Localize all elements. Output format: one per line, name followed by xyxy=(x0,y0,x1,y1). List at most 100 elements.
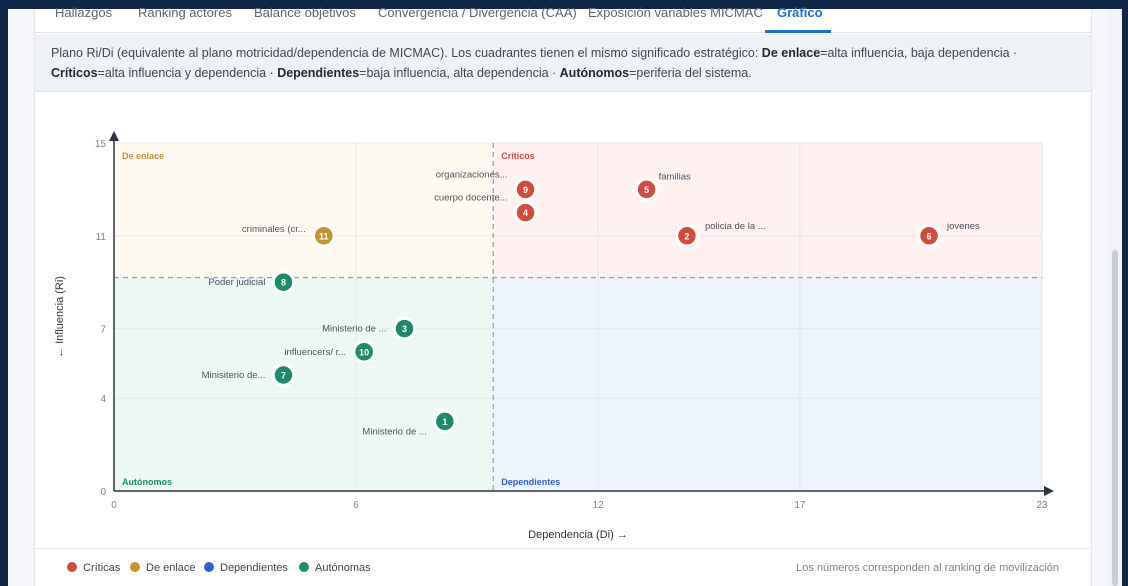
right-gutter xyxy=(1122,9,1128,586)
point-4: 4 cuerpo docente... xyxy=(434,193,538,225)
point-rank-6: 6 xyxy=(927,231,932,241)
legend-item-enlace: De enlace xyxy=(130,562,196,574)
note-term-dependientes: Dependientes xyxy=(277,66,360,80)
point-3: 3 Ministerio de ... xyxy=(322,316,417,341)
x-axis-title: Dependencia (Di) → xyxy=(528,529,628,541)
legend-dot-dependientes xyxy=(204,562,214,572)
note-term-criticos: Críticos xyxy=(51,66,98,80)
legend-label-dependientes: Dependientes xyxy=(220,562,288,574)
x-tick-label-0: 0 xyxy=(111,500,117,511)
legend-item-criticas: Críticas xyxy=(67,562,120,574)
left-gutter xyxy=(0,0,8,586)
note-term-autonomos: Autónomos xyxy=(559,66,630,80)
point-rank-5: 5 xyxy=(644,185,649,195)
point-label-7: Minisiterio de... xyxy=(202,370,266,381)
point-rank-2: 2 xyxy=(684,231,689,241)
legend-label-autonomas: Autónomas xyxy=(315,562,371,574)
x-tick-label-1: 6 xyxy=(353,500,359,511)
quadrant-label-autonomo: Autónomos xyxy=(122,477,172,487)
point-rank-9: 9 xyxy=(523,185,528,195)
tab-balance-objetivos[interactable]: Balance objetivos xyxy=(254,5,356,20)
point-rank-7: 7 xyxy=(281,371,286,381)
tab-ranking-actores[interactable]: Ranking actores xyxy=(138,5,232,20)
point-label-11: criminales (cr... xyxy=(242,224,306,235)
x-tick-label-4: 23 xyxy=(1036,500,1048,511)
tab-exposicion-micmac[interactable]: Exposición variables MICMAC xyxy=(588,5,763,20)
point-rank-10: 10 xyxy=(359,347,369,357)
quadrant-autonomos xyxy=(114,277,494,491)
point-dot-6 xyxy=(918,225,940,247)
point-1: 1 Ministerio de ... xyxy=(362,409,457,437)
note-desc-enlace: =alta influencia, baja dependencia · xyxy=(820,46,1018,60)
quadrant-label-critico: Críticos xyxy=(501,151,535,161)
top-bar xyxy=(0,0,1128,9)
legend-dot-criticas xyxy=(67,562,77,572)
x-tick-label-3: 17 xyxy=(794,500,806,511)
point-5: 5 familias xyxy=(634,171,691,202)
point-6: 6 jovenes xyxy=(917,221,980,248)
point-label-10: influencers/ r... xyxy=(284,347,346,358)
point-dot-4 xyxy=(515,202,536,223)
point-label-6: jovenes xyxy=(946,221,980,232)
quadrant-dependientes xyxy=(493,277,1043,491)
note-intro: Plano Ri/Di (equivalente al plano motric… xyxy=(51,46,762,60)
content-card: Hallazgos Ranking actores Balance objeti… xyxy=(34,5,1092,586)
point-7: 7 Minisiterio de... xyxy=(202,363,296,387)
x-axis-arrow xyxy=(1044,486,1054,496)
point-dot-10 xyxy=(353,341,375,363)
point-9: 9 organizaciones... xyxy=(436,169,538,202)
point-rank-8: 8 xyxy=(281,278,286,288)
point-dot-7 xyxy=(273,364,294,386)
scrollbar-thumb[interactable] xyxy=(1112,250,1118,586)
chart-legend: Críticas De enlace Dependientes Autónoma… xyxy=(35,548,1091,586)
quadrant-explanation: Plano Ri/Di (equivalente al plano motric… xyxy=(35,34,1091,92)
y-tick-label-4: 15 xyxy=(95,139,107,150)
note-desc-autonomos: =periferia del sistema. xyxy=(629,66,752,80)
point-label-5: familias xyxy=(659,171,691,182)
legend-dot-autonomas xyxy=(299,562,309,572)
point-dot-9 xyxy=(515,179,536,200)
legend-label-enlace: De enlace xyxy=(146,562,196,574)
tab-convergencia[interactable]: Convergencia / Divergencia (CAA) xyxy=(378,5,577,20)
point-8: 8 Poder judicial xyxy=(208,270,296,295)
point-2: 2 policia de la ... xyxy=(674,221,766,248)
page: Hallazgos Ranking actores Balance objeti… xyxy=(8,5,1108,586)
note-desc-dependientes: =baja influencia, alta dependencia · xyxy=(359,66,560,80)
tab-bar: Hallazgos Ranking actores Balance objeti… xyxy=(35,5,1091,33)
y-tick-label-0: 0 xyxy=(100,487,106,498)
point-11: 11 criminales (cr... xyxy=(242,223,336,248)
tab-hallazgos[interactable]: Hallazgos xyxy=(55,5,113,20)
point-10: 10 influencers/ r... xyxy=(284,339,377,364)
y-tick-label-2: 7 xyxy=(100,325,106,336)
point-dot-11 xyxy=(313,225,335,247)
point-dot-8 xyxy=(273,271,294,293)
point-dot-1 xyxy=(434,411,456,432)
point-dot-2 xyxy=(676,225,698,247)
legend-item-dependientes: Dependientes xyxy=(204,562,288,574)
point-label-1: Ministerio de ... xyxy=(362,426,426,437)
quadrant-label-enlace: De enlace xyxy=(122,151,164,161)
tab-grafico[interactable]: Gráfico xyxy=(777,5,823,20)
legend-note: Los números corresponden al ranking de m… xyxy=(796,562,1059,574)
point-rank-1: 1 xyxy=(442,417,447,427)
note-desc-criticos: =alta influencia y dependencia · xyxy=(97,66,278,80)
point-dot-3 xyxy=(394,318,415,339)
point-label-3: Ministerio de ... xyxy=(322,324,386,335)
quadrant-label-dependiente: Dependientes xyxy=(501,477,560,487)
quadrant-criticos xyxy=(493,143,1043,278)
point-rank-3: 3 xyxy=(402,324,407,334)
point-label-9: organizaciones... xyxy=(436,169,508,180)
point-label-4: cuerpo docente... xyxy=(434,193,507,204)
y-tick-label-1: 4 xyxy=(100,394,106,405)
legend-label-criticas: Críticas xyxy=(83,562,121,574)
legend-dot-enlace xyxy=(130,562,140,572)
note-term-enlace: De enlace xyxy=(761,46,821,60)
point-rank-11: 11 xyxy=(319,231,329,241)
legend-item-autonomas: Autónomas xyxy=(299,562,371,574)
x-tick-label-2: 12 xyxy=(593,500,605,511)
y-axis-arrow xyxy=(109,131,119,141)
y-tick-label-3: 11 xyxy=(96,232,107,243)
point-label-8: Poder judicial xyxy=(208,277,265,288)
point-rank-4: 4 xyxy=(523,208,528,218)
